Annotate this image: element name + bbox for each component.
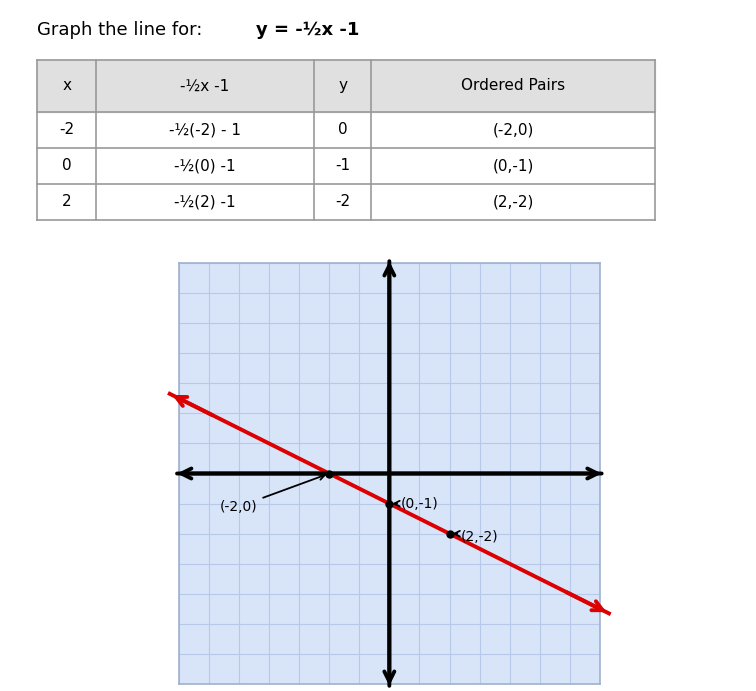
Text: Ordered Pairs: Ordered Pairs: [461, 79, 565, 93]
Text: Graph the line for:: Graph the line for:: [38, 21, 220, 39]
Text: (2,-2): (2,-2): [461, 530, 498, 544]
Text: 2: 2: [62, 194, 72, 209]
Text: y = -½x -1: y = -½x -1: [256, 21, 360, 39]
Text: (-2,0): (-2,0): [493, 122, 534, 137]
Text: -½x -1: -½x -1: [181, 79, 230, 93]
Text: -½(-2) - 1: -½(-2) - 1: [169, 122, 241, 137]
Text: y: y: [338, 79, 347, 93]
Text: (0,-1): (0,-1): [401, 497, 438, 511]
Text: -1: -1: [335, 158, 350, 173]
Text: -2: -2: [59, 122, 74, 137]
Text: (0,-1): (0,-1): [493, 158, 534, 173]
Bar: [38, 60, 655, 111]
Text: x: x: [62, 79, 71, 93]
Text: -2: -2: [335, 194, 350, 209]
Text: 0: 0: [62, 158, 72, 173]
Text: (2,-2): (2,-2): [493, 194, 534, 209]
Text: 0: 0: [338, 122, 348, 137]
Text: (-2,0): (-2,0): [220, 475, 324, 513]
Text: -½(2) -1: -½(2) -1: [175, 194, 236, 209]
Text: -½(0) -1: -½(0) -1: [175, 158, 236, 173]
